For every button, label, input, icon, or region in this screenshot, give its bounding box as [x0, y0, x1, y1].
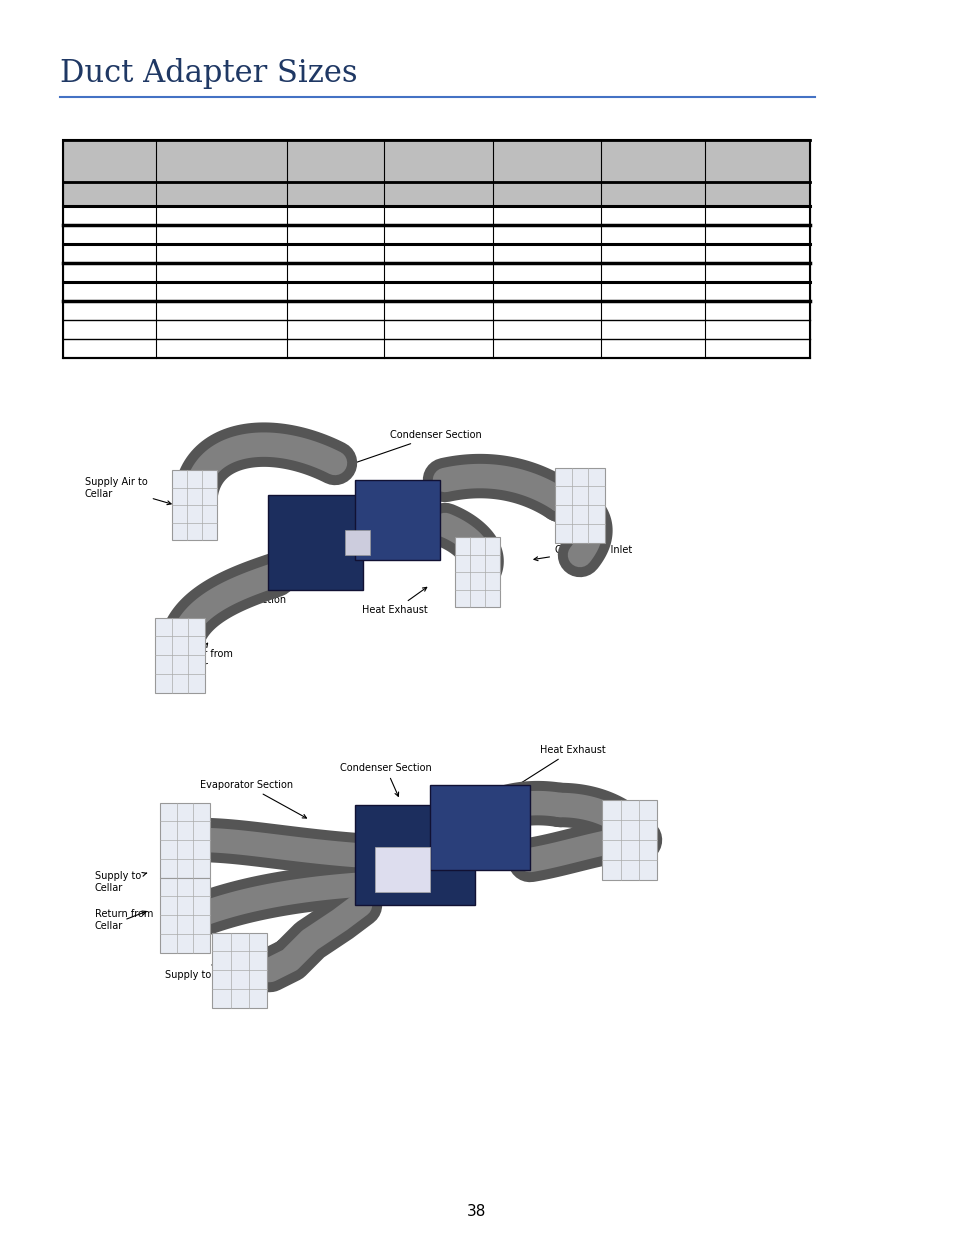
Bar	[156, 225, 287, 245]
Bar	[156, 245, 287, 263]
Bar	[600, 282, 704, 301]
Bar	[555, 468, 604, 542]
Text: Duct Adapter Sizes: Duct Adapter Sizes	[60, 58, 357, 89]
Bar	[492, 225, 600, 245]
Text: 38: 38	[467, 1204, 486, 1219]
Text: Supply to
Cellar: Supply to Cellar	[95, 871, 147, 893]
Text: Condenser Section: Condenser Section	[343, 430, 481, 467]
Bar	[455, 537, 500, 606]
Text: Evaporator Section: Evaporator Section	[193, 577, 286, 605]
Bar	[172, 471, 217, 540]
Text: Return from
Cellar: Return from Cellar	[95, 909, 153, 931]
Bar	[345, 530, 370, 555]
Bar	[600, 320, 704, 338]
Bar	[160, 878, 210, 952]
Bar	[63, 206, 156, 225]
Bar	[156, 182, 287, 206]
Text: Condenser Inlet: Condenser Inlet	[534, 545, 632, 561]
Bar	[213, 932, 267, 1008]
Bar	[600, 301, 704, 320]
Bar	[600, 225, 704, 245]
Bar	[63, 320, 156, 338]
Bar	[355, 480, 439, 559]
Bar	[63, 338, 156, 358]
Bar	[63, 140, 809, 358]
Bar	[156, 338, 287, 358]
Bar	[704, 225, 809, 245]
Bar	[384, 206, 492, 225]
Bar	[63, 301, 156, 320]
Text: Supply to Cellar: Supply to Cellar	[165, 958, 242, 981]
Bar	[287, 206, 384, 225]
Bar	[492, 282, 600, 301]
Bar	[156, 282, 287, 301]
Bar	[268, 495, 363, 590]
Bar	[156, 140, 287, 182]
Bar	[600, 263, 704, 282]
Bar	[600, 206, 704, 225]
Bar	[704, 282, 809, 301]
Bar	[287, 182, 384, 206]
Bar	[63, 225, 156, 245]
Text: Heat Exhaust: Heat Exhaust	[362, 588, 428, 615]
Bar	[492, 301, 600, 320]
Bar	[355, 805, 475, 905]
Bar	[384, 263, 492, 282]
Text: Condenser Section: Condenser Section	[339, 763, 432, 797]
Bar	[156, 320, 287, 338]
Bar	[287, 338, 384, 358]
Bar	[384, 338, 492, 358]
Bar	[704, 338, 809, 358]
Bar	[384, 301, 492, 320]
Bar	[704, 320, 809, 338]
Bar	[375, 847, 430, 892]
Bar	[704, 245, 809, 263]
Bar	[430, 785, 530, 869]
Text: Heat Exhaust: Heat Exhaust	[513, 745, 605, 788]
Bar	[704, 301, 809, 320]
Bar	[287, 320, 384, 338]
Bar	[492, 245, 600, 263]
Bar	[287, 140, 384, 182]
Bar	[492, 140, 600, 182]
Bar	[492, 206, 600, 225]
Bar	[384, 320, 492, 338]
Bar	[492, 338, 600, 358]
Bar	[156, 206, 287, 225]
Bar	[63, 182, 156, 206]
Bar	[287, 282, 384, 301]
Bar	[704, 263, 809, 282]
Bar	[63, 245, 156, 263]
Bar	[63, 263, 156, 282]
Bar	[287, 301, 384, 320]
Bar	[602, 800, 657, 881]
Bar	[704, 206, 809, 225]
Bar	[600, 182, 704, 206]
Bar	[287, 245, 384, 263]
Bar	[704, 182, 809, 206]
Bar	[600, 338, 704, 358]
Bar	[154, 618, 205, 693]
Bar	[704, 140, 809, 182]
Bar	[63, 140, 156, 182]
Bar	[160, 803, 210, 878]
Bar	[492, 263, 600, 282]
Bar	[600, 245, 704, 263]
Bar	[384, 282, 492, 301]
Bar	[492, 182, 600, 206]
Text: Return Air from
cellar: Return Air from cellar	[157, 643, 233, 671]
Bar	[384, 140, 492, 182]
Bar	[287, 263, 384, 282]
Bar	[156, 263, 287, 282]
Bar	[156, 301, 287, 320]
Bar	[600, 140, 704, 182]
Text: Evaporator Section: Evaporator Section	[200, 781, 306, 818]
Text: Supply Air to
Cellar: Supply Air to Cellar	[85, 477, 171, 505]
Bar	[384, 225, 492, 245]
Bar	[384, 245, 492, 263]
Bar	[384, 182, 492, 206]
Bar	[287, 225, 384, 245]
Bar	[492, 320, 600, 338]
Bar	[63, 282, 156, 301]
